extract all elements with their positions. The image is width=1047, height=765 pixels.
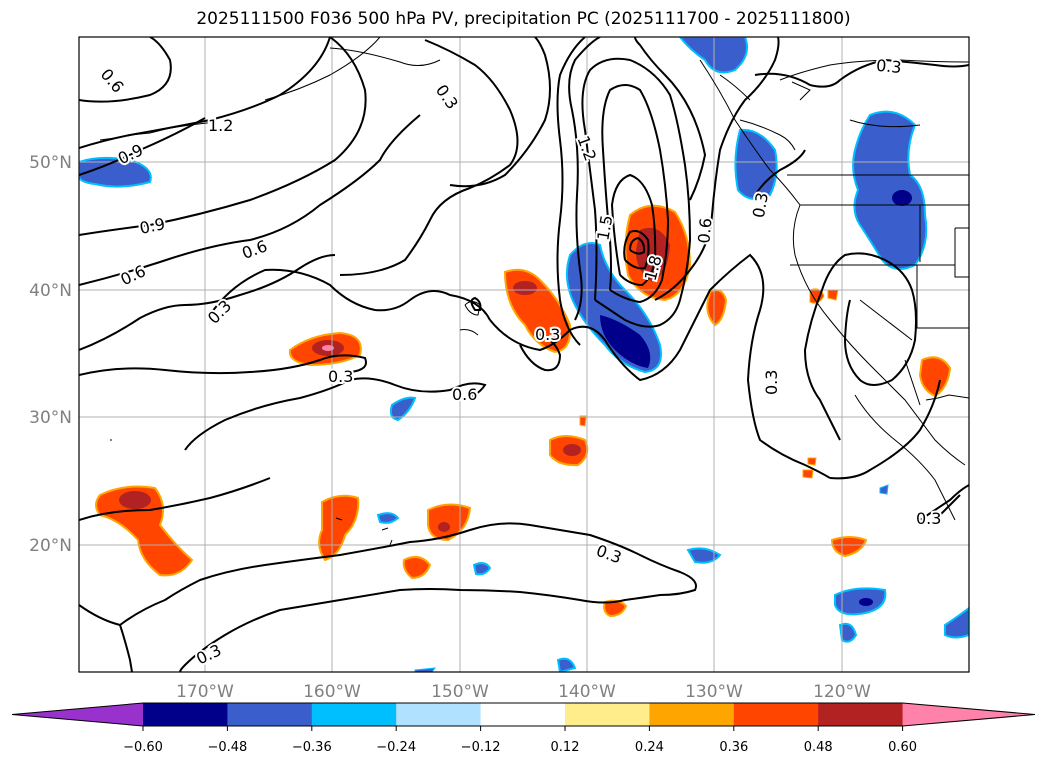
colorbar-segment xyxy=(143,703,228,726)
contour-label: 0.6 xyxy=(694,217,715,244)
map-area: 0.6 1.2 0.9 0.9 0.6 0.6 0.3 0.3 0.3 0.6 … xyxy=(79,37,969,672)
longitude-labels: 170°W 160°W 150°W 140°W 130°W 120°W xyxy=(176,682,871,702)
colorbar-tick-label: −0.48 xyxy=(207,740,247,755)
colorbar: −0.60 −0.48 −0.36 −0.24 −0.12 0.12 0.24 0.36 0.4… xyxy=(12,703,1035,755)
colorbar-tick-label: 0.12 xyxy=(551,740,580,755)
lon-label-140w: 140°W xyxy=(558,682,616,702)
latitude-labels: 50°N 40°N 30°N 20°N xyxy=(29,153,72,556)
contour-label: 0.6 xyxy=(452,385,477,404)
colorbar-tick-label: −0.12 xyxy=(461,740,501,755)
colorbar-segment xyxy=(227,703,312,726)
contour-label: 0.3 xyxy=(535,325,560,344)
colorbar-segment xyxy=(481,703,566,726)
colorbar-segment xyxy=(565,703,650,726)
colorbar-extend-high xyxy=(903,703,1035,726)
lat-label-30n: 30°N xyxy=(29,408,72,428)
colorbar-tick-label: −0.24 xyxy=(376,740,416,755)
colorbar-segment xyxy=(818,703,903,726)
colorbar-tick-label: −0.36 xyxy=(292,740,332,755)
contour-label: 0.3 xyxy=(916,509,941,528)
lon-label-130w: 130°W xyxy=(685,682,743,702)
colorbar-segment xyxy=(396,703,481,726)
lon-label-160w: 160°W xyxy=(303,682,361,702)
lon-label-150w: 150°W xyxy=(431,682,489,702)
colorbar-segment xyxy=(734,703,819,726)
colorbar-extend-low xyxy=(12,703,143,726)
colorbar-tick-label: 0.48 xyxy=(804,740,833,755)
colorbar-tick-label: −0.60 xyxy=(123,740,163,755)
colorbar-segment xyxy=(312,703,397,726)
colorbar-segment xyxy=(649,703,734,726)
lat-label-40n: 40°N xyxy=(29,281,72,301)
colorbar-tick-label: 0.60 xyxy=(888,740,917,755)
contour-label: 0.3 xyxy=(328,367,353,386)
lat-label-20n: 20°N xyxy=(29,536,72,556)
contour-label: 0.3 xyxy=(762,370,781,395)
contour-label: 0.3 xyxy=(875,56,902,77)
colorbar-tick-label: 0.24 xyxy=(635,740,664,755)
lon-label-170w: 170°W xyxy=(176,682,234,702)
lat-label-50n: 50°N xyxy=(29,153,72,173)
contour-label: 1.2 xyxy=(208,116,233,135)
lon-label-120w: 120°W xyxy=(813,682,871,702)
colorbar-tick-label: 0.36 xyxy=(719,740,748,755)
